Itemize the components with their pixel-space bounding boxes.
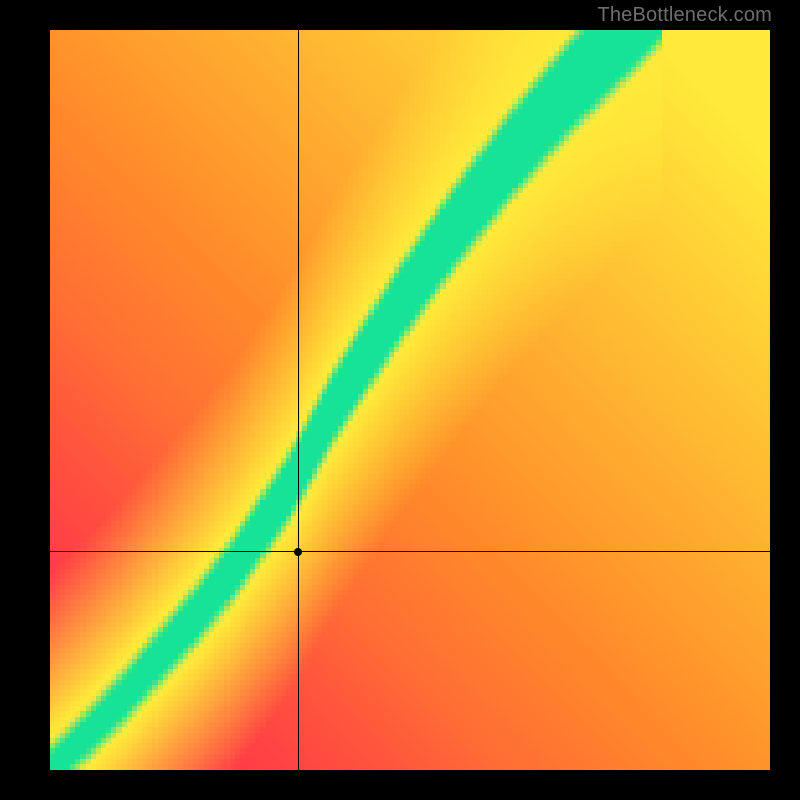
chart-container: TheBottleneck.com	[0, 0, 800, 800]
watermark-text: TheBottleneck.com	[597, 4, 772, 27]
crosshair-vertical	[298, 30, 299, 770]
marker-dot	[294, 548, 302, 556]
crosshair-horizontal	[50, 551, 770, 552]
heatmap-canvas	[50, 30, 770, 770]
